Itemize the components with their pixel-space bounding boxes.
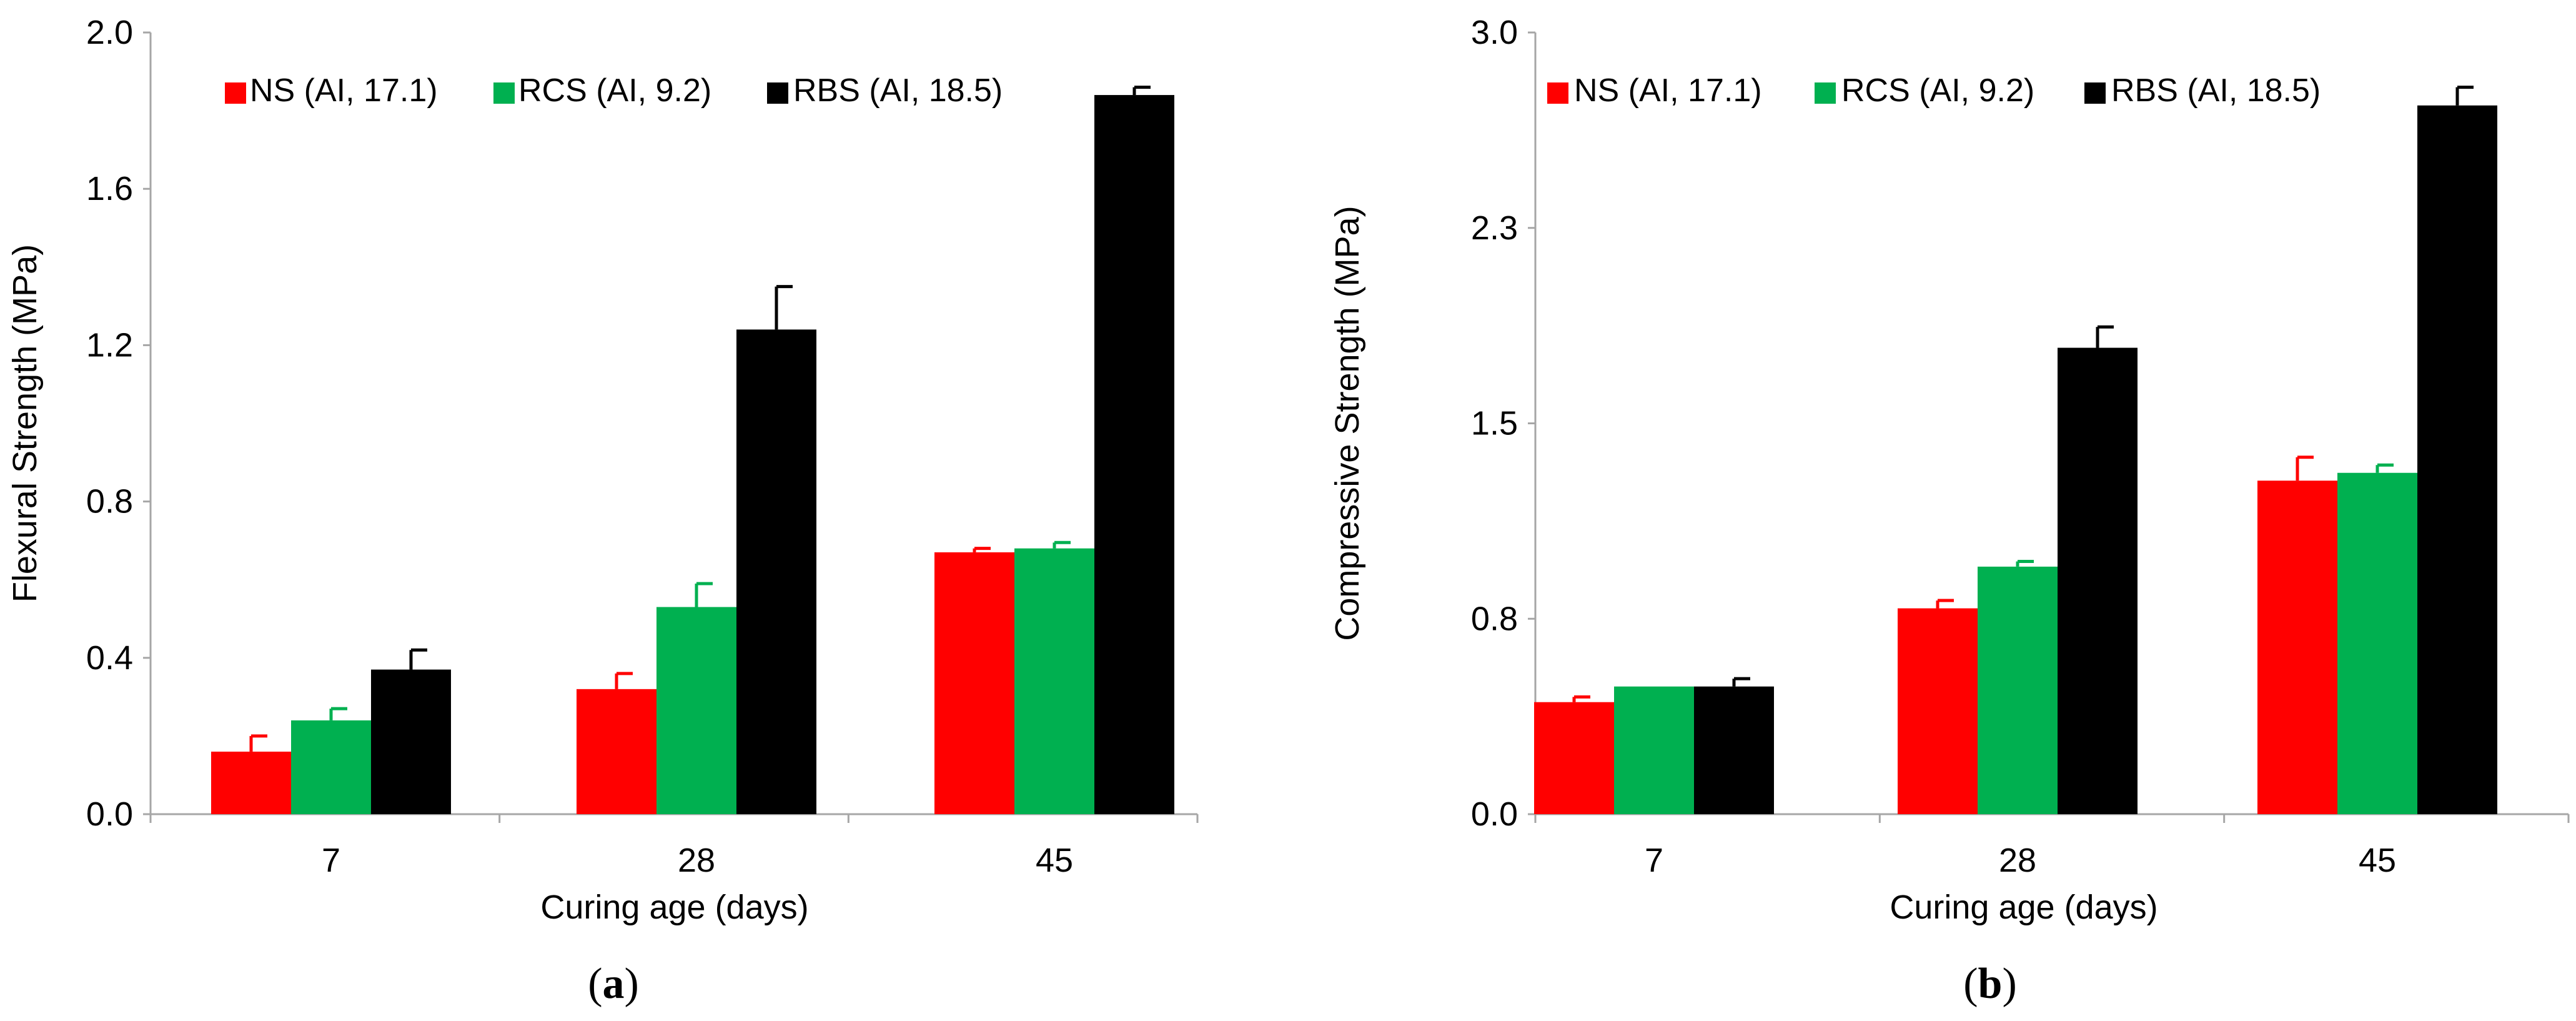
x-tick-label: 7: [1645, 842, 1663, 879]
y-tick-label: 0.4: [86, 639, 133, 677]
x-axis-label: Curing age (days): [1890, 889, 2157, 926]
caption-letter: b: [1978, 960, 2003, 1008]
legend: NS (AI, 17.1) RCS (AI, 9.2) RBS (AI, 18.5): [225, 72, 1003, 109]
y-tick-label: 0.0: [1471, 795, 1518, 833]
panel-caption: (b): [1963, 960, 2017, 1008]
legend-label-rcs: RCS (AI, 9.2): [1841, 72, 2034, 109]
bar-ns-45: [934, 552, 1014, 814]
x-tick-label: 28: [678, 842, 715, 879]
y-tick-label: 3.0: [1471, 14, 1518, 51]
y-axis-label: Compressive Strength (MPa): [1329, 206, 1366, 640]
bar-rbs-45: [2417, 105, 2497, 814]
bar-rcs-28: [1978, 566, 2058, 814]
y-tick-label: 1.2: [86, 326, 133, 364]
x-axis-label: Curing age (days): [540, 889, 808, 926]
legend-label-rbs: RBS (AI, 18.5): [2111, 72, 2321, 109]
chart-a: 0.0 0.4 0.8 1.2 1.6 2.0 7 28 45 Curing age (days)…: [6, 14, 1199, 1008]
caption-letter: a: [603, 960, 625, 1008]
x-tick-label: 45: [2359, 842, 2396, 879]
legend-swatch-ns: [225, 82, 246, 104]
legend-swatch-rbs: [767, 82, 788, 104]
bar-rcs-28: [656, 607, 736, 814]
bar-rcs-45: [1014, 548, 1094, 814]
bar-rcs-45: [2337, 472, 2417, 814]
bar-rcs-7: [291, 720, 371, 814]
x-tick-label: 7: [322, 842, 340, 879]
legend-label-ns: NS (AI, 17.1): [250, 72, 438, 109]
y-tick-label: 0.8: [1471, 600, 1518, 637]
bar-rbs-28: [2058, 347, 2138, 814]
caption-paren-open: (: [588, 960, 602, 1008]
chart-b: 0.0 0.8 1.5 2.3 3.0 7 28 45 Curing age (days) Com…: [1329, 14, 2570, 1008]
panel-caption: (a): [588, 960, 639, 1008]
bar-ns-28: [577, 689, 656, 814]
y-tick-label: 0.8: [86, 483, 133, 520]
y-tick-label: 2.0: [86, 14, 133, 51]
legend-label-rbs: RBS (AI, 18.5): [793, 72, 1003, 109]
caption-paren-close: ): [625, 960, 639, 1008]
legend: NS (AI, 17.1) RCS (AI, 9.2) RBS (AI, 18.5): [1547, 72, 2321, 109]
legend-swatch-rcs: [1815, 82, 1836, 104]
bar-ns-28: [1898, 608, 1978, 814]
legend-swatch-rbs: [2084, 82, 2106, 104]
y-tick-label: 1.6: [86, 170, 133, 207]
bar-ns-7: [211, 751, 291, 814]
y-axis-label: Flexural Strength (MPa): [6, 244, 44, 602]
x-tick-label: 45: [1036, 842, 1073, 879]
bar-ns-7: [1534, 702, 1614, 814]
caption-paren-close: ): [2002, 960, 2016, 1008]
caption-paren-open: (: [1963, 960, 1978, 1008]
legend-swatch-ns: [1547, 82, 1568, 104]
bar-ns-45: [2257, 481, 2337, 814]
y-tick-label: 1.5: [1471, 405, 1518, 442]
y-tick-label: 2.3: [1471, 209, 1518, 247]
bar-rbs-7: [371, 669, 451, 814]
bar-rbs-45: [1094, 95, 1174, 815]
bar-rbs-28: [736, 329, 816, 814]
legend-label-rcs: RCS (AI, 9.2): [518, 72, 711, 109]
legend-label-ns: NS (AI, 17.1): [1574, 72, 1762, 109]
legend-swatch-rcs: [493, 82, 515, 104]
y-tick-label: 0.0: [86, 795, 133, 833]
x-tick-label: 28: [1999, 842, 2036, 879]
bar-rcs-7: [1614, 686, 1694, 814]
bar-rbs-7: [1694, 686, 1774, 814]
